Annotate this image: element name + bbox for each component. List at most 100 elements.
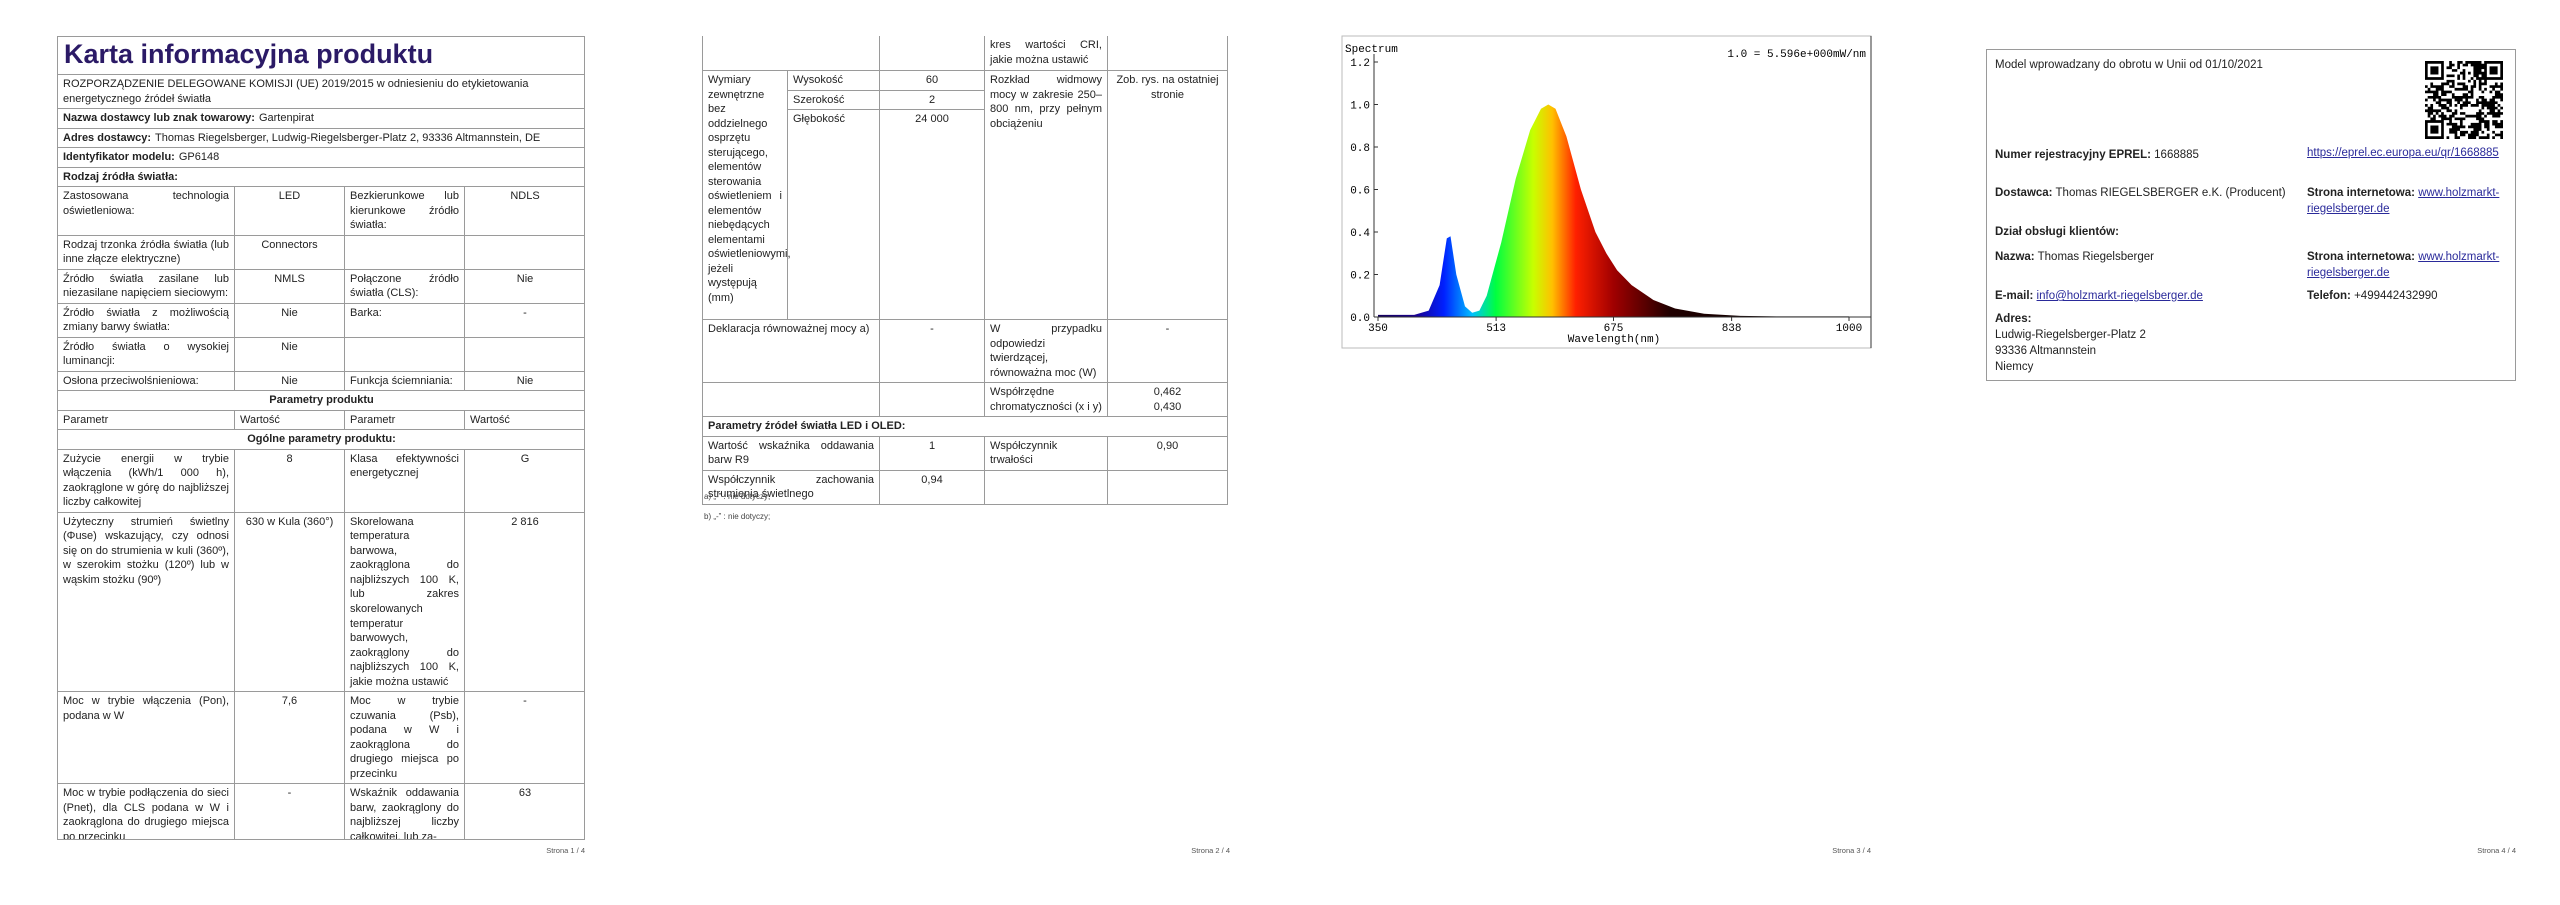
x-tick-label: 1000 bbox=[1836, 323, 1862, 335]
parameter-cell: Wartość wskaźnika oddawania barw R9 bbox=[702, 435, 880, 471]
page-1-sheet: Karta informacyjna produktu ROZPORZĄDZEN… bbox=[57, 36, 585, 840]
label: Dostawca: bbox=[1995, 187, 2053, 199]
parameter-cell: Bezkierunkowe lub kierunkowe źródło świa… bbox=[344, 186, 465, 236]
email-link[interactable]: info@holzmarkt-riegelsberger.de bbox=[2036, 290, 2203, 302]
value-cell: 0,94 bbox=[879, 469, 985, 505]
parameter-cell: kres wartości CRI, jakie można ustawić bbox=[984, 36, 1108, 71]
y-tick-label: 0.4 bbox=[1350, 228, 1370, 240]
x-tick-label: 513 bbox=[1486, 323, 1506, 335]
y-tick-label: 1.0 bbox=[1350, 101, 1370, 113]
parameter-cell: Współczynnik zachowania strumienia świet… bbox=[702, 469, 880, 505]
table-row: Moc w trybie podłączenia do sieci (Pnet)… bbox=[58, 783, 584, 839]
value-cell: 0,462 0,430 bbox=[1107, 382, 1228, 418]
website-link[interactable]: www.holzmarkt-riegelsberger.de bbox=[2307, 187, 2500, 215]
label: Nazwa dostawcy lub znak towarowy: bbox=[63, 112, 255, 125]
label: Identyfikator modelu: bbox=[63, 151, 175, 164]
value-cell: LED bbox=[234, 186, 345, 236]
parameter-cell: Barka: bbox=[344, 302, 465, 338]
value-cell: 7,6 bbox=[234, 691, 345, 785]
y-tick-label: 0.2 bbox=[1350, 271, 1370, 283]
name-line: Nazwa: Thomas Riegelsberger bbox=[1995, 250, 2154, 266]
website-line: Strona internetowa: www.holzmarkt-riegel… bbox=[2307, 186, 2512, 217]
value-cell: NMLS bbox=[234, 268, 345, 304]
regulation: ROZPORZĄDZENIE DELEGOWANE KOMISJI (UE) 2… bbox=[58, 73, 584, 110]
parameter-cell: Użyteczny strumień świetlny (Φuse) wskaz… bbox=[58, 511, 235, 693]
value-cell: - bbox=[463, 691, 584, 785]
page-number: Strona 3 / 4 bbox=[1832, 846, 1871, 855]
parameter-cell: Skorelowana temperatura barwowa, zaokrąg… bbox=[344, 511, 465, 693]
eprel-number: 1668885 bbox=[2154, 149, 2199, 161]
table-row: Parametry źródeł światła LED i OLED: bbox=[702, 416, 1228, 437]
value: GP6148 bbox=[178, 151, 220, 164]
label: Strona internetowa: bbox=[2307, 251, 2415, 263]
label: Adres: bbox=[1995, 313, 2032, 325]
parameter-cell bbox=[702, 382, 880, 418]
value-cell: 2 816 bbox=[463, 511, 584, 693]
table-body: kres wartości CRI, jakie można ustawić Wy… bbox=[702, 36, 1228, 505]
chart-annotation: 1.0 = 5.596e+000mW/nm bbox=[1727, 49, 1866, 61]
value-cell: 63 bbox=[463, 783, 584, 839]
value-cell: Wartość bbox=[463, 409, 584, 431]
table-row: Ogólne parametry produktu: bbox=[58, 429, 584, 450]
value: Thomas Riegelsberger, Ludwig-Riegelsberg… bbox=[155, 131, 541, 144]
table-row: Głębokość 24 000 bbox=[703, 109, 1228, 321]
value-cell: - bbox=[463, 302, 584, 338]
model-note: Model wprowadzany do obrotu w Unii od 01… bbox=[1995, 59, 2263, 71]
y-tick-label: 1.2 bbox=[1350, 58, 1370, 70]
product-table: ROZPORZĄDZENIE DELEGOWANE KOMISJI (UE) 2… bbox=[58, 73, 584, 839]
email-line: E-mail: info@holzmarkt-riegelsberger.de bbox=[1995, 289, 2203, 305]
value-cell bbox=[463, 336, 584, 372]
table-row: Wartość wskaźnika oddawania barw R9 1 Wspó… bbox=[702, 435, 1228, 471]
product-table: kres wartości CRI, jakie można ustawić Wy… bbox=[702, 36, 1228, 505]
table-row: Deklaracja równoważnej mocy a) - W przypad… bbox=[702, 319, 1228, 384]
label: Strona internetowa: bbox=[2307, 187, 2415, 199]
parameter-cell: Źródło światła o wysokiej luminancji: bbox=[58, 336, 235, 372]
value-cell: - bbox=[879, 319, 985, 384]
y-tick-label: 0.8 bbox=[1350, 143, 1370, 155]
x-tick-label: 350 bbox=[1368, 323, 1388, 335]
label: Telefon: bbox=[2307, 290, 2351, 302]
value-cell: 630 w Kula (360°) bbox=[234, 511, 345, 693]
value-cell bbox=[1107, 36, 1228, 71]
spectrum-area bbox=[1378, 104, 1849, 317]
website-link[interactable]: www.holzmarkt-riegelsberger.de bbox=[2307, 251, 2500, 279]
parameter-cell: Klasa efektywności energetycznej bbox=[344, 448, 465, 513]
value-cell: 0,90 bbox=[1107, 435, 1228, 471]
page-number: Strona 2 / 4 bbox=[1191, 846, 1230, 855]
parameter-cell: Rozkład widmowy mocy w zakresie 250–800 … bbox=[984, 69, 1108, 321]
table-row: Nazwa dostawcy lub znak towarowy: Gartenp… bbox=[58, 108, 584, 129]
sub-parameter-cell: Głębokość bbox=[787, 109, 880, 321]
parameter-cell: Moc w trybie czuwania (Psb), podana w W … bbox=[344, 691, 465, 785]
supplier-name: Thomas RIEGELSBERGER e.K. (Producent) bbox=[2055, 187, 2286, 199]
footnote: b) „-” : nie dotyczy; bbox=[704, 512, 771, 521]
section-heading: Parametry źródeł światła LED i OLED: bbox=[702, 416, 1228, 437]
y-tick-label: 0.0 bbox=[1350, 313, 1370, 325]
table-row: Źródło światła z możliwością zmiany barw… bbox=[58, 302, 584, 338]
address-line: 93336 Altmannstein bbox=[1995, 345, 2097, 357]
qr-modules bbox=[2425, 61, 2503, 139]
footnote: a) „-” : nie dotyczy; bbox=[704, 492, 771, 501]
value-cell: - bbox=[1107, 319, 1228, 384]
label: Adres dostawcy: bbox=[63, 131, 152, 144]
address-label: Adres: bbox=[1995, 312, 2031, 328]
parameter-cell: Parametr bbox=[344, 409, 465, 431]
y-tick-label: 0.6 bbox=[1350, 186, 1370, 198]
website-line: Strona internetowa: www.holzmarkt-riegel… bbox=[2307, 250, 2512, 281]
value-cell bbox=[463, 234, 584, 270]
parameter-cell: Moc w trybie włączenia (Pon), podana w W bbox=[58, 691, 235, 785]
table-row: Zużycie energii w trybie włączenia (kWh/… bbox=[58, 448, 584, 513]
name-value: Thomas Riegelsberger bbox=[2037, 251, 2154, 263]
sub-parameter-cell: Szerokość bbox=[787, 89, 880, 111]
parameter-cell: Deklaracja równoważnej mocy a) bbox=[702, 319, 880, 384]
value-cell: Nie bbox=[234, 336, 345, 372]
section-heading: Ogólne parametry produktu: bbox=[58, 429, 584, 450]
parameter-cell: Parametr bbox=[58, 409, 235, 431]
eprel-link[interactable]: https://eprel.ec.europa.eu/qr/1668885 bbox=[2307, 147, 2499, 159]
chart-title: Spectrum bbox=[1345, 44, 1398, 56]
parameter-cell: Osłona przeciwolśnieniowa: bbox=[58, 370, 235, 392]
value-cell bbox=[1107, 469, 1228, 505]
table-row: Osłona przeciwolśnieniowa: Nie Funkcja ści… bbox=[58, 370, 584, 392]
address-line: Ludwig-Riegelsberger-Platz 2 bbox=[1995, 329, 2146, 341]
label-value-cell: Adres dostawcy: Thomas Riegelsberger, Lud… bbox=[58, 127, 584, 149]
